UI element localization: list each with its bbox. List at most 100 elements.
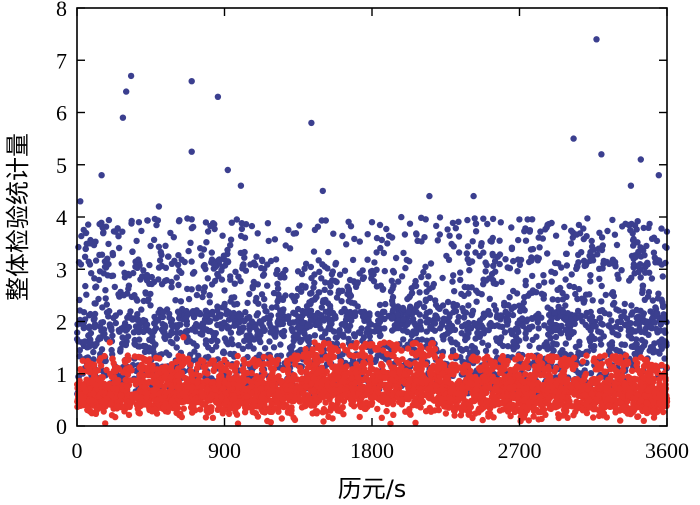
scatter-point-blue: [348, 299, 355, 306]
scatter-point-blue: [418, 214, 425, 221]
scatter-point-blue: [178, 269, 185, 276]
scatter-point-blue: [382, 300, 389, 308]
scatter-point-blue: [452, 308, 460, 315]
scatter-point-blue: [405, 319, 412, 326]
scatter-point-blue: [446, 311, 454, 318]
scatter-point-red: [300, 351, 307, 358]
scatter-point-blue: [510, 257, 517, 265]
scatter-point-blue: [492, 268, 499, 275]
scatter-point-blue: [596, 229, 603, 236]
scatter-point-blue: [204, 275, 211, 282]
scatter-point-blue: [318, 275, 325, 282]
scatter-point-red: [359, 349, 366, 356]
scatter-point-blue: [201, 261, 208, 269]
scatter-point-blue: [182, 315, 190, 322]
scatter-point-blue: [324, 265, 331, 272]
scatter-point-blue: [635, 268, 642, 276]
scatter-point-red: [473, 357, 481, 364]
scatter-point-blue: [392, 254, 400, 262]
scatter-point-blue: [174, 261, 182, 269]
scatter-point-blue: [536, 344, 543, 351]
scatter-point-blue: [156, 257, 164, 264]
scatter-point-blue: [380, 249, 387, 257]
scatter-point-blue: [583, 233, 590, 240]
scatter-point-blue: [172, 297, 179, 304]
scatter-point-blue: [423, 328, 430, 335]
scatter-point-blue: [655, 172, 662, 179]
scatter-point-blue: [562, 250, 570, 257]
scatter-point-blue: [425, 316, 433, 324]
scatter-point-blue: [207, 222, 214, 230]
scatter-point-blue: [587, 327, 594, 334]
scatter-point-blue: [404, 328, 411, 336]
scatter-point-blue: [400, 306, 407, 313]
scatter-point-blue: [187, 239, 194, 246]
scatter-point-blue: [244, 299, 251, 307]
scatter-point-blue: [352, 309, 359, 316]
scatter-point-blue: [264, 220, 272, 227]
scatter-point-blue: [437, 325, 444, 332]
scatter-point-blue: [478, 240, 485, 247]
scatter-point-blue: [611, 299, 618, 307]
scatter-point-blue: [327, 289, 334, 296]
scatter-point-blue: [225, 324, 233, 331]
scatter-point-red: [209, 414, 217, 421]
scatter-point-blue: [374, 352, 381, 359]
scatter-point-blue: [202, 307, 209, 314]
scatter-point-blue: [316, 268, 323, 275]
scatter-point-blue: [637, 156, 644, 163]
scatter-point-blue: [599, 321, 606, 328]
scatter-point-blue: [307, 263, 315, 271]
scatter-point-blue: [504, 316, 512, 323]
scatter-point-blue: [119, 334, 126, 341]
scatter-point-blue: [576, 314, 583, 321]
scatter-point-blue: [188, 286, 195, 293]
scatter-point-blue: [322, 328, 329, 335]
scatter-point-blue: [178, 256, 185, 263]
scatter-point-blue: [472, 249, 479, 256]
scatter-point-blue: [214, 93, 222, 101]
scatter-point-blue: [587, 308, 594, 316]
scatter-point-blue: [237, 182, 245, 189]
scatter-point-blue: [272, 256, 280, 263]
scatter-point-blue: [490, 280, 497, 287]
scatter-point-blue: [559, 308, 567, 315]
scatter-point-blue: [339, 331, 347, 338]
scatter-point-blue: [373, 249, 380, 256]
scatter-point-blue: [537, 228, 544, 235]
scatter-point-blue: [482, 259, 489, 266]
scatter-point-blue: [504, 264, 511, 271]
scatter-point-blue: [96, 334, 103, 341]
scatter-point-blue: [413, 301, 421, 308]
scatter-point-blue: [429, 283, 436, 291]
scatter-point-blue: [400, 249, 407, 257]
scatter-point-blue: [261, 295, 268, 303]
scatter-point-blue: [517, 307, 524, 315]
scatter-point-red: [152, 354, 160, 361]
scatter-point-blue: [565, 334, 573, 341]
scatter-point-blue: [524, 216, 531, 223]
scatter-point-blue: [235, 342, 242, 349]
scatter-point-blue: [432, 314, 439, 321]
scatter-point-blue: [628, 335, 635, 342]
scatter-point-blue: [526, 228, 533, 235]
scatter-point-blue: [112, 312, 119, 319]
scatter-point-blue: [144, 217, 151, 224]
scatter-point-blue: [604, 227, 611, 235]
scatter-point-blue: [416, 289, 423, 296]
scatter-point-red: [103, 366, 110, 374]
scatter-point-blue: [488, 322, 495, 330]
scatter-point-blue: [143, 271, 151, 279]
scatter-point-blue: [479, 330, 486, 337]
scatter-point-blue: [158, 281, 166, 288]
scatter-point-blue: [105, 260, 112, 268]
scatter-point-blue: [108, 326, 115, 334]
scatter-point-blue: [93, 340, 100, 348]
scatter-point-red: [197, 406, 204, 413]
scatter-point-blue: [239, 345, 247, 352]
scatter-point-red: [234, 352, 241, 360]
scatter-point-red: [570, 354, 578, 361]
scatter-point-blue: [468, 284, 475, 291]
scatter-point-blue: [246, 290, 253, 298]
scatter-point-blue: [90, 348, 97, 356]
